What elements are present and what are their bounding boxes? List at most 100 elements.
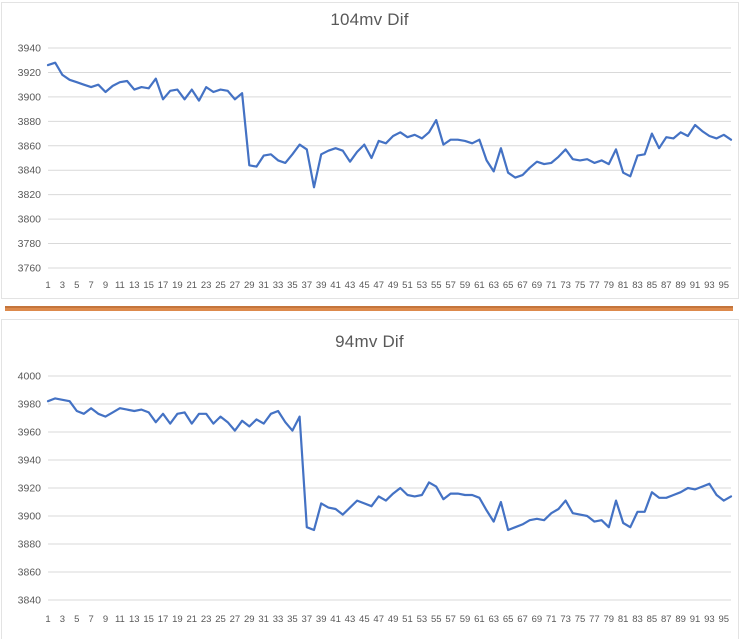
x-tick-label: 23 xyxy=(201,280,212,291)
x-tick-label: 35 xyxy=(287,614,298,625)
x-tick-label: 47 xyxy=(373,280,384,291)
x-tick-label: 57 xyxy=(445,280,456,291)
x-tick-label: 87 xyxy=(661,280,672,291)
x-tick-label: 37 xyxy=(302,614,313,625)
y-tick-label: 3940 xyxy=(18,455,42,467)
x-tick-label: 53 xyxy=(417,280,428,291)
x-tick-label: 65 xyxy=(503,614,514,625)
x-tick-label: 91 xyxy=(690,280,701,291)
x-tick-label: 73 xyxy=(560,280,571,291)
x-tick-label: 25 xyxy=(215,280,226,291)
x-tick-label: 73 xyxy=(560,614,571,625)
y-tick-label: 3840 xyxy=(18,165,42,177)
x-tick-label: 79 xyxy=(603,280,614,291)
x-tick-label: 67 xyxy=(517,280,528,291)
x-tick-label: 35 xyxy=(287,280,298,291)
y-tick-label: 3980 xyxy=(18,399,42,411)
x-tick-label: 13 xyxy=(129,614,140,625)
x-tick-label: 43 xyxy=(345,614,356,625)
chart-title-94mv: 94mv Dif xyxy=(335,332,404,351)
x-tick-label: 3 xyxy=(60,614,65,625)
y-tick-label: 3880 xyxy=(18,539,42,551)
x-tick-label: 17 xyxy=(158,280,169,291)
x-tick-label: 37 xyxy=(302,280,313,291)
x-tick-label: 89 xyxy=(675,614,686,625)
x-tick-label: 71 xyxy=(546,280,557,291)
x-tick-label: 89 xyxy=(675,280,686,291)
x-tick-label: 67 xyxy=(517,614,528,625)
x-tick-label: 81 xyxy=(618,280,629,291)
y-tick-label: 3780 xyxy=(18,238,42,250)
x-tick-label: 93 xyxy=(704,280,715,291)
series-line xyxy=(46,61,733,189)
x-tick-label: 31 xyxy=(258,280,269,291)
x-tick-label: 39 xyxy=(316,614,327,625)
x-tick-label: 59 xyxy=(460,280,471,291)
x-tick-label: 53 xyxy=(417,614,428,625)
x-tick-label: 19 xyxy=(172,614,183,625)
y-tick-label: 3840 xyxy=(18,595,42,607)
x-tick-label: 91 xyxy=(690,614,701,625)
x-tick-label: 49 xyxy=(388,280,399,291)
x-tick-label: 93 xyxy=(704,614,715,625)
x-tick-label: 45 xyxy=(359,280,370,291)
x-tick-label: 61 xyxy=(474,614,485,625)
x-tick-label: 85 xyxy=(647,280,658,291)
x-tick-label: 49 xyxy=(388,614,399,625)
x-tick-label: 29 xyxy=(244,280,255,291)
x-tick-label: 3 xyxy=(60,280,65,291)
x-tick-label: 11 xyxy=(115,280,125,291)
y-tick-label: 3900 xyxy=(18,91,42,103)
x-tick-label: 23 xyxy=(201,614,212,625)
x-tick-label: 5 xyxy=(74,614,79,625)
x-tick-label: 63 xyxy=(488,280,499,291)
x-tick-label: 15 xyxy=(143,280,154,291)
x-tick-label: 63 xyxy=(488,614,499,625)
x-tick-label: 19 xyxy=(172,280,183,291)
x-tick-label: 41 xyxy=(330,280,341,291)
x-tick-label: 57 xyxy=(445,614,456,625)
y-tick-label: 3860 xyxy=(18,567,42,579)
x-tick-label: 55 xyxy=(431,614,442,625)
x-tick-label: 25 xyxy=(215,614,226,625)
y-tick-label: 3860 xyxy=(18,140,42,152)
x-tick-label: 95 xyxy=(719,280,730,291)
x-tick-label: 47 xyxy=(373,614,384,625)
chart-title-104mv: 104mv Dif xyxy=(330,10,409,29)
y-tick-label: 3880 xyxy=(18,116,42,128)
y-tick-label: 3820 xyxy=(18,189,42,201)
x-tick-label: 75 xyxy=(575,280,586,291)
x-tick-label: 21 xyxy=(187,614,198,625)
x-tick-label: 69 xyxy=(532,614,543,625)
x-tick-label: 15 xyxy=(143,614,154,625)
x-tick-label: 83 xyxy=(632,280,643,291)
x-tick-label: 45 xyxy=(359,614,370,625)
x-tick-label: 59 xyxy=(460,614,471,625)
y-tick-label: 3900 xyxy=(18,511,42,523)
x-tick-label: 1 xyxy=(45,280,50,291)
x-tick-label: 33 xyxy=(273,614,284,625)
y-tick-label: 3920 xyxy=(18,67,42,79)
x-tick-label: 29 xyxy=(244,614,255,625)
x-tick-label: 9 xyxy=(103,614,108,625)
x-tick-label: 17 xyxy=(158,614,169,625)
x-tick-label: 65 xyxy=(503,280,514,291)
x-tick-label: 51 xyxy=(402,614,413,625)
x-tick-label: 71 xyxy=(546,614,557,625)
x-tick-label: 79 xyxy=(603,614,614,625)
x-tick-label: 11 xyxy=(115,614,125,625)
y-tick-label: 3760 xyxy=(18,263,42,275)
y-tick-label: 4000 xyxy=(18,371,42,383)
x-tick-label: 77 xyxy=(589,614,600,625)
x-tick-label: 83 xyxy=(632,614,643,625)
y-tick-label: 3940 xyxy=(18,43,42,55)
x-tick-label: 9 xyxy=(103,280,108,291)
chart-plot-104mv: 3940 3920 3900 3880 3860 3840 3820 3800 3780 3760… xyxy=(18,43,733,291)
x-tick-label: 61 xyxy=(474,280,485,291)
x-tick-label: 31 xyxy=(258,614,269,625)
series-line xyxy=(46,397,733,532)
y-tick-label: 3800 xyxy=(18,214,42,226)
x-tick-label: 51 xyxy=(402,280,413,291)
x-tick-label: 21 xyxy=(187,280,198,291)
